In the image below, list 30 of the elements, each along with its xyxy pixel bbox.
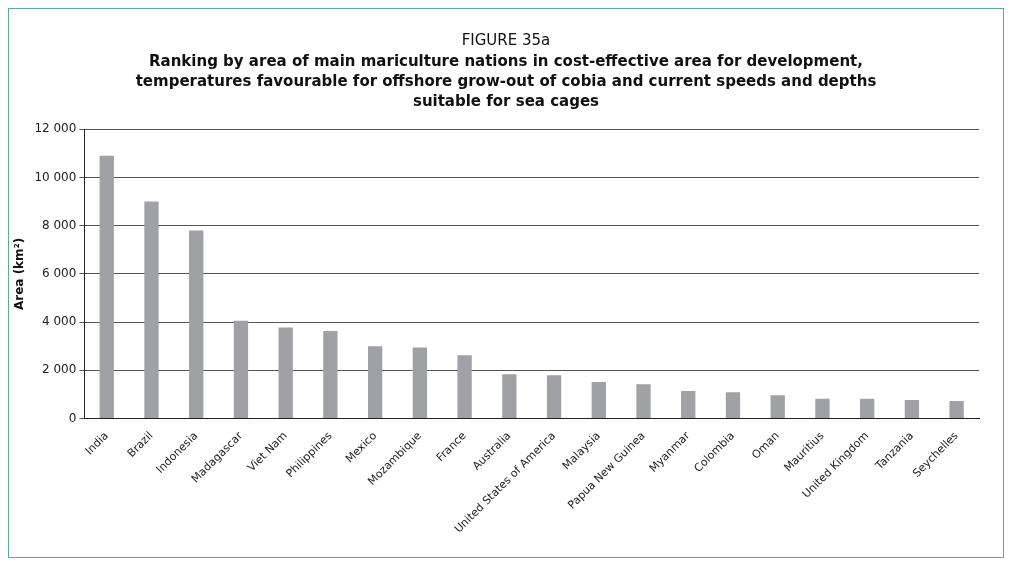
bar (233, 320, 249, 418)
bar (860, 398, 875, 418)
bar (546, 375, 562, 418)
bar (636, 384, 651, 418)
chart-title: FIGURE 35a (460, 31, 552, 49)
bar (770, 395, 785, 418)
bar (189, 230, 204, 418)
bar (144, 201, 159, 418)
bar (99, 155, 114, 418)
y-tick-label: 6 000 (42, 265, 77, 280)
y-tick-label: 4 000 (42, 314, 77, 329)
y-tick-label: 10 000 (34, 169, 77, 184)
y-tick-label: 8 000 (42, 217, 77, 232)
bar (591, 382, 606, 418)
bar (815, 398, 830, 418)
bar (367, 346, 383, 418)
bar (412, 347, 428, 418)
bar (904, 399, 920, 418)
y-tick-label: 2 000 (42, 362, 77, 377)
chart-subtitle: Ranking by area of main mariculture nations in cost-effective area for development, temperatures favourable for offshore grow-out of cobia and current speeds and depths suitable for sea cages (134, 51, 878, 111)
bar (949, 401, 964, 418)
bar (502, 374, 517, 418)
y-tick-label: 12 000 (34, 121, 77, 136)
bar (278, 327, 293, 418)
y-tick-label: 0 (68, 410, 77, 425)
bar (681, 390, 696, 418)
bar (323, 330, 338, 418)
y-axis-title: Area (km²) (12, 237, 27, 310)
bar (457, 355, 472, 418)
bar (725, 392, 741, 418)
